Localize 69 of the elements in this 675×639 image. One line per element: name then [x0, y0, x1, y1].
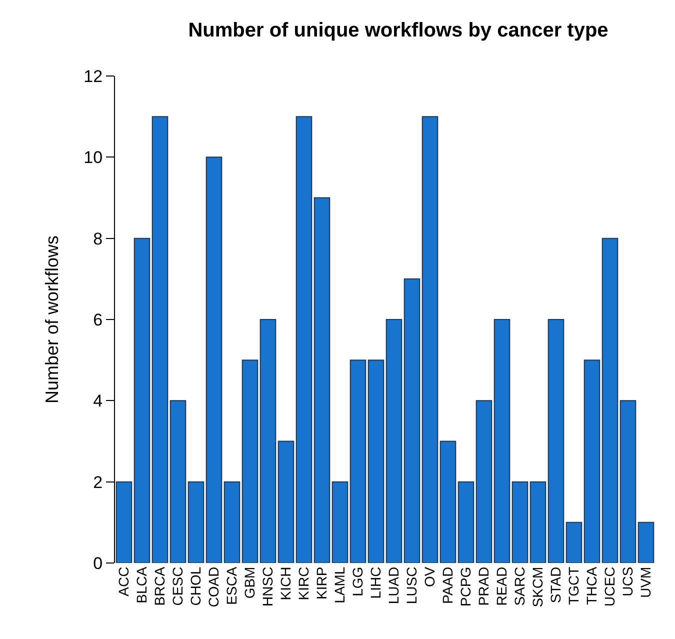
bar	[584, 360, 600, 563]
bar	[224, 481, 240, 563]
x-tick-label: PAAD	[440, 566, 456, 604]
x-tick-label: PRAD	[476, 566, 492, 606]
bar	[260, 319, 276, 563]
x-tick-label: GBM	[242, 566, 258, 599]
x-tick-label: LUAD	[386, 566, 402, 604]
x-tick-label: BRCA	[152, 566, 168, 606]
bar	[368, 360, 384, 563]
x-tick-label: BLCA	[134, 566, 150, 604]
bar	[530, 481, 546, 563]
y-tick-label: 2	[93, 472, 103, 492]
bar	[422, 116, 438, 563]
bar	[620, 400, 636, 563]
y-tick-label: 4	[93, 392, 103, 411]
x-tick-label: UCEC	[602, 566, 618, 606]
bar	[494, 319, 510, 563]
bar	[638, 522, 654, 563]
x-tick-label: LUSC	[404, 566, 420, 604]
y-tick-label: 12	[84, 66, 103, 86]
y-tick-label: 10	[84, 148, 103, 168]
x-tick-label: HNSC	[260, 566, 276, 606]
y-tick-label: 8	[93, 229, 103, 248]
x-tick-label: TGCT	[566, 566, 582, 605]
bar	[458, 481, 474, 563]
bar	[170, 400, 186, 563]
bar	[134, 238, 150, 563]
x-tick-label: UCS	[620, 566, 636, 596]
x-tick-label: THCA	[584, 566, 600, 605]
bar	[152, 116, 168, 563]
y-axis-title: Number of workflows	[42, 235, 62, 404]
bar	[206, 156, 222, 563]
x-tick-label: KIRC	[296, 566, 312, 600]
x-tick-label: STAD	[548, 566, 564, 604]
y-tick-label: 0	[93, 554, 103, 573]
x-tick-label: LIHC	[368, 566, 384, 599]
bar	[278, 440, 294, 563]
bar	[116, 481, 132, 563]
x-tick-label: LGG	[350, 566, 366, 596]
x-tick-label: CESC	[170, 566, 186, 606]
bar	[404, 278, 420, 563]
x-tick-label: SKCM	[530, 566, 546, 608]
bar	[566, 522, 582, 563]
bar	[332, 481, 348, 563]
x-tick-label: SARC	[512, 566, 528, 606]
bar	[242, 360, 258, 563]
bar	[548, 319, 564, 563]
x-tick-label: ACC	[116, 566, 132, 596]
bar	[188, 481, 204, 563]
x-tick-label: OV	[422, 566, 438, 588]
bar	[296, 116, 312, 563]
bar	[350, 360, 366, 563]
chart-title: Number of unique workflows by cancer type	[188, 19, 608, 42]
bar	[386, 319, 402, 563]
x-tick-label: ESCA	[224, 566, 240, 605]
x-tick-label: CHOL	[188, 566, 204, 606]
x-tick-label: COAD	[206, 566, 222, 608]
x-tick-label: KICH	[278, 566, 294, 600]
bar	[602, 238, 618, 563]
bar	[512, 481, 528, 563]
x-tick-label: PCPG	[458, 566, 474, 606]
y-tick-label: 6	[93, 310, 103, 330]
x-tick-label: UVM	[638, 566, 654, 598]
x-tick-label: KIRP	[314, 566, 330, 600]
x-tick-label: READ	[494, 566, 510, 606]
x-tick-label: LAML	[332, 566, 348, 604]
bar	[314, 197, 330, 563]
bar	[476, 400, 492, 563]
bar	[440, 440, 456, 563]
